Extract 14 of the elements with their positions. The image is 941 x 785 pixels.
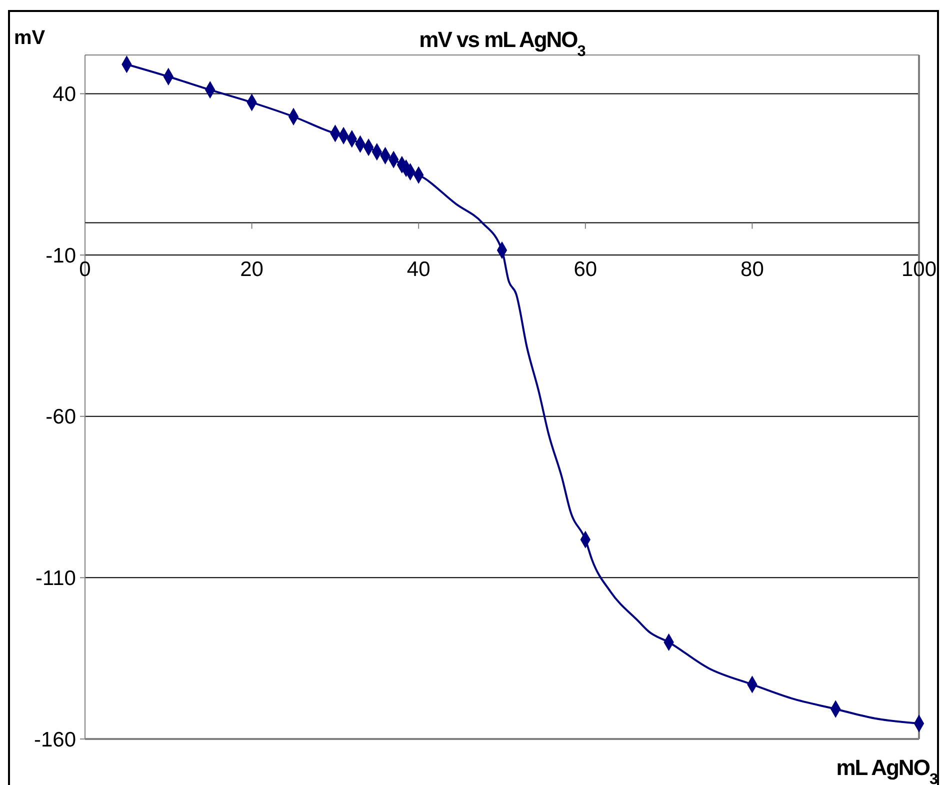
y-tick-label: 40 [52, 83, 76, 106]
y-tick-label: -10 [46, 244, 76, 268]
x-axis-title: mL AgNO$_{3}$ [836, 755, 938, 785]
x-tick-label: 60 [574, 258, 598, 281]
chart-title: mV vs mL AgNO$_{3}$ [419, 27, 586, 60]
x-tick-label: 100 [901, 258, 937, 281]
y-tick-label: -160 [34, 728, 76, 752]
x-tick-label: 40 [406, 258, 430, 281]
x-tick-label: 0 [79, 258, 91, 281]
y-axis-title: mV [14, 27, 46, 49]
x-tick-label: 20 [240, 258, 264, 281]
y-tick-label: -60 [46, 406, 76, 429]
x-tick-label: 80 [740, 258, 764, 281]
y-tick-label: -110 [36, 567, 76, 590]
